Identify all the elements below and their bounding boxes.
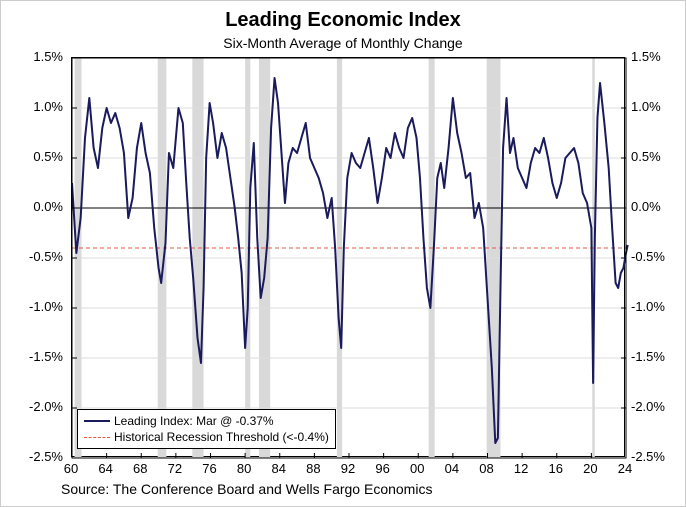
- y-tick-left: 1.5%: [33, 49, 63, 64]
- source-text: Source: The Conference Board and Wells F…: [61, 481, 432, 497]
- y-tick-right: -1.0%: [631, 299, 665, 314]
- y-tick-right: 1.5%: [631, 49, 661, 64]
- plot-svg: [72, 58, 626, 458]
- y-tick-left: 0.0%: [33, 199, 63, 214]
- y-tick-right: 0.0%: [631, 199, 661, 214]
- y-tick-right: 1.0%: [631, 99, 661, 114]
- chart-title: Leading Economic Index: [1, 9, 685, 32]
- plot-area: [71, 57, 625, 457]
- y-tick-right: -2.5%: [631, 449, 665, 464]
- x-tick: 96: [375, 461, 389, 476]
- legend-label: Historical Recession Threshold (<-0.4%): [114, 430, 329, 444]
- y-tick-right: -1.5%: [631, 349, 665, 364]
- legend-label: Leading Index: Mar @ -0.37%: [114, 414, 274, 428]
- legend: Leading Index: Mar @ -0.37% Historical Re…: [77, 409, 336, 449]
- x-tick: 08: [479, 461, 493, 476]
- y-tick-left: 1.0%: [33, 99, 63, 114]
- x-tick: 76: [202, 461, 216, 476]
- chart-container: { "chart": { "type": "line", "title": "L…: [0, 0, 686, 507]
- y-tick-left: -1.0%: [29, 299, 63, 314]
- x-tick: 80: [237, 461, 251, 476]
- x-tick: 20: [583, 461, 597, 476]
- y-tick-left: -0.5%: [29, 249, 63, 264]
- legend-item: Historical Recession Threshold (<-0.4%): [84, 429, 329, 445]
- x-tick: 84: [272, 461, 286, 476]
- x-tick: 92: [341, 461, 355, 476]
- y-tick-left: -1.5%: [29, 349, 63, 364]
- y-tick-right: -2.0%: [631, 399, 665, 414]
- legend-item: Leading Index: Mar @ -0.37%: [84, 413, 329, 429]
- x-tick: 68: [133, 461, 147, 476]
- x-tick: 60: [64, 461, 78, 476]
- x-tick: 88: [306, 461, 320, 476]
- y-tick-right: -0.5%: [631, 249, 665, 264]
- x-tick: 04: [445, 461, 459, 476]
- y-tick-left: -2.0%: [29, 399, 63, 414]
- chart-subtitle: Six-Month Average of Monthly Change: [1, 35, 685, 51]
- x-tick: 00: [410, 461, 424, 476]
- x-tick: 24: [618, 461, 632, 476]
- legend-swatch: [84, 437, 110, 438]
- x-tick: 16: [549, 461, 563, 476]
- x-tick: 64: [98, 461, 112, 476]
- x-tick: 12: [514, 461, 528, 476]
- legend-swatch: [84, 420, 110, 422]
- y-tick-right: 0.5%: [631, 149, 661, 164]
- y-tick-left: 0.5%: [33, 149, 63, 164]
- y-tick-left: -2.5%: [29, 449, 63, 464]
- x-tick: 72: [168, 461, 182, 476]
